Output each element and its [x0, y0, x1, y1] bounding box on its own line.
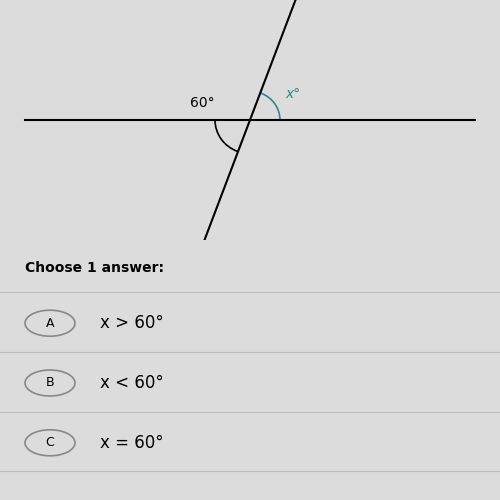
Text: A: A [46, 316, 54, 330]
Text: 60°: 60° [190, 96, 215, 110]
Text: C: C [46, 436, 54, 450]
Text: x = 60°: x = 60° [100, 434, 164, 452]
Text: Choose 1 answer:: Choose 1 answer: [25, 261, 164, 275]
Text: x > 60°: x > 60° [100, 314, 164, 332]
Text: x°: x° [285, 86, 300, 101]
Text: x < 60°: x < 60° [100, 374, 164, 392]
Text: B: B [46, 376, 54, 390]
